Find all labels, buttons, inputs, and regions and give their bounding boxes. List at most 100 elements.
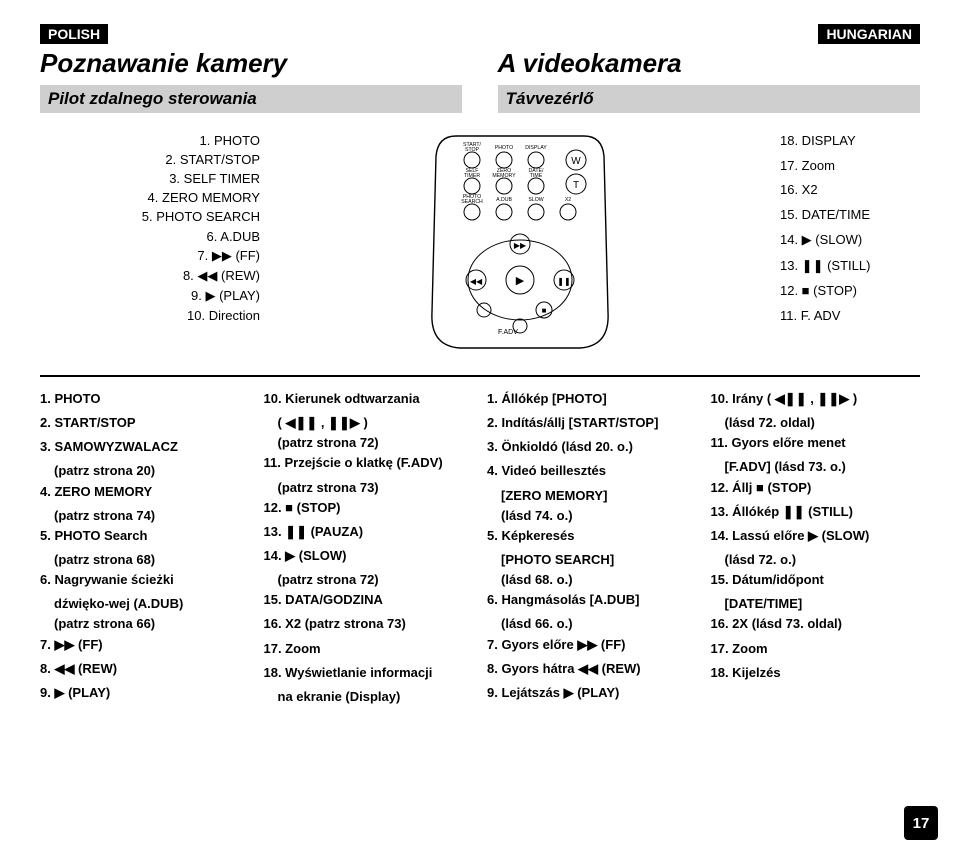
right-header: HUNGARIAN A videokamera Távvezérlő	[498, 24, 920, 113]
list-item: 4. Videó beillesztés	[487, 461, 697, 481]
list-item: (lásd 72. oldal)	[725, 413, 921, 433]
lbl-right-1: 18. DISPLAY	[780, 133, 920, 148]
list-item: 6. Hangmásolás [A.DUB]	[487, 590, 697, 610]
remote-svg: W T ▶ ▶▶ ◀◀ ❚❚ ■ F.ADV START/ STOP	[420, 132, 620, 352]
lbl-left-9: 9. ▶ (PLAY)	[191, 288, 260, 304]
list-item: 2. Indítás/állj [START/STOP]	[487, 413, 697, 433]
list-item: (patrz strona 72)	[278, 433, 474, 453]
lbl-right-8: 11. F. ADV	[780, 308, 920, 323]
svg-text:❚❚: ❚❚	[557, 277, 570, 286]
list-item: 10. Irány ( ◀❚❚ , ❚❚▶ )	[711, 389, 921, 409]
list-item: (lásd 74. o.)	[501, 506, 697, 526]
lbl-left-3: 3. SELF TIMER	[169, 171, 260, 186]
svg-text:SLOW: SLOW	[528, 197, 543, 203]
list-item: 14. ▶ (SLOW)	[264, 546, 474, 566]
svg-text:DISPLAY: DISPLAY	[525, 145, 547, 151]
list-item: 5. PHOTO Search	[40, 526, 250, 546]
list-item: 11. Przejście o klatkę (F.ADV)	[264, 453, 474, 473]
diagram-zone: 1. PHOTO 2. START/STOP 3. SELF TIMER 4. …	[40, 127, 920, 357]
list-item: [ZERO MEMORY]	[501, 486, 697, 506]
lbl-right-3: 16. X2	[780, 182, 920, 197]
page-number: 17	[904, 806, 938, 840]
list-item: (patrz strona 66)	[54, 614, 250, 634]
list-item: 14. Lassú előre ▶ (SLOW)	[711, 526, 921, 546]
list-item: 10. Kierunek odtwarzania	[264, 389, 474, 409]
lbl-right-2: 17. Zoom	[780, 158, 920, 173]
title-right: A videokamera	[498, 48, 920, 79]
lbl-left-10: 10. Direction	[187, 308, 260, 323]
list-item: 18. Wyświetlanie informacji	[264, 663, 474, 683]
list-item: 17. Zoom	[711, 639, 921, 659]
list-item: 16. X2 (patrz strona 73)	[264, 614, 474, 634]
list-item: (lásd 72. o.)	[725, 550, 921, 570]
list-item: 8. Gyors hátra ◀◀ (REW)	[487, 659, 697, 679]
svg-text:STOP: STOP	[465, 147, 480, 153]
title-left: Poznawanie kamery	[40, 48, 462, 79]
list-item: [DATE/TIME]	[725, 594, 921, 614]
svg-text:▶: ▶	[516, 275, 525, 287]
column-1: 1. PHOTO 2. START/STOP 3. SAMOWYZWALACZ (pa…	[40, 389, 250, 707]
list-item: (patrz strona 73)	[278, 478, 474, 498]
list-item: 1. PHOTO	[40, 389, 250, 409]
subtitle-left: Pilot zdalnego sterowania	[40, 85, 462, 113]
column-2: 10. Kierunek odtwarzania( ◀❚❚ , ❚❚▶ )(pa…	[264, 389, 474, 707]
list-item: (patrz strona 20)	[54, 461, 250, 481]
list-item: 7. Gyors előre ▶▶ (FF)	[487, 635, 697, 655]
header: POLISH Poznawanie kamery Pilot zdalnego …	[40, 24, 920, 113]
list-item: 6. Nagrywanie ścieżki	[40, 570, 250, 590]
list-item: (patrz strona 68)	[54, 550, 250, 570]
list-item: 18. Kijelzés	[711, 663, 921, 683]
svg-text:◀◀: ◀◀	[470, 277, 483, 286]
svg-text:TIME: TIME	[530, 173, 543, 179]
lbl-left-5: 5. PHOTO SEARCH	[142, 209, 260, 224]
zoom-w: W	[571, 156, 581, 167]
list-item: 13. ❚❚ (PAUZA)	[264, 522, 474, 542]
subtitle-right: Távvezérlő	[498, 85, 920, 113]
svg-text:PHOTO: PHOTO	[495, 145, 513, 151]
svg-text:MEMORY: MEMORY	[492, 173, 516, 179]
list-item: 11. Gyors előre menet	[711, 433, 921, 453]
svg-text:■: ■	[542, 306, 547, 315]
list-item: [F.ADV] (lásd 73. o.)	[725, 457, 921, 477]
lbl-right-7: 12. ■ (STOP)	[780, 283, 920, 298]
left-header: POLISH Poznawanie kamery Pilot zdalnego …	[40, 24, 462, 113]
svg-text:▶▶: ▶▶	[514, 241, 527, 250]
lbl-left-2: 2. START/STOP	[165, 152, 260, 167]
list-item: 5. Képkeresés	[487, 526, 697, 546]
list-item: 2. START/STOP	[40, 413, 250, 433]
fadv-label: F.ADV	[498, 329, 518, 336]
list-item: 15. Dátum/időpont	[711, 570, 921, 590]
lbl-right-6: 13. ❚❚ (STILL)	[780, 258, 920, 274]
svg-text:A.DUB: A.DUB	[496, 197, 512, 203]
list-item: (lásd 66. o.)	[501, 614, 697, 634]
lbl-left-1: 1. PHOTO	[200, 133, 260, 148]
list-item: 13. Állókép ❚❚ (STILL)	[711, 502, 921, 522]
list-item: dźwięko-wej (A.DUB)	[54, 594, 250, 614]
column-4: 10. Irány ( ◀❚❚ , ❚❚▶ )(lásd 72. oldal)1…	[711, 389, 921, 707]
lbl-left-4: 4. ZERO MEMORY	[148, 190, 260, 205]
lbl-left-6: 6. A.DUB	[207, 229, 260, 244]
list-item: 16. 2X (lásd 73. oldal)	[711, 614, 921, 634]
svg-text:TIMER: TIMER	[464, 173, 480, 179]
lang-tag-left: POLISH	[40, 24, 108, 44]
zoom-t: T	[573, 180, 579, 191]
list-item: 15. DATA/GODZINA	[264, 590, 474, 610]
list-item: na ekranie (Display)	[278, 687, 474, 707]
lang-tag-right: HUNGARIAN	[818, 24, 920, 44]
svg-text:SEARCH: SEARCH	[461, 199, 483, 205]
list-item: 12. ■ (STOP)	[264, 498, 474, 518]
lbl-right-4: 15. DATE/TIME	[780, 207, 920, 222]
list-item: 1. Állókép [PHOTO]	[487, 389, 697, 409]
list-item: ( ◀❚❚ , ❚❚▶ )	[278, 413, 474, 433]
left-diagram-labels: 1. PHOTO 2. START/STOP 3. SELF TIMER 4. …	[40, 127, 260, 337]
column-3: 1. Állókép [PHOTO] 2. Indítás/állj [START…	[487, 389, 697, 707]
list-item: (patrz strona 72)	[278, 570, 474, 590]
list-item: (lásd 68. o.)	[501, 570, 697, 590]
list-item: 9. ▶ (PLAY)	[40, 683, 250, 703]
list-item: (patrz strona 74)	[54, 506, 250, 526]
list-item: [PHOTO SEARCH]	[501, 550, 697, 570]
list-item: 9. Lejátszás ▶ (PLAY)	[487, 683, 697, 703]
remote-diagram: W T ▶ ▶▶ ◀◀ ❚❚ ■ F.ADV START/ STOP	[260, 127, 780, 357]
list-item: 3. SAMOWYZWALACZ	[40, 437, 250, 457]
divider	[40, 375, 920, 377]
